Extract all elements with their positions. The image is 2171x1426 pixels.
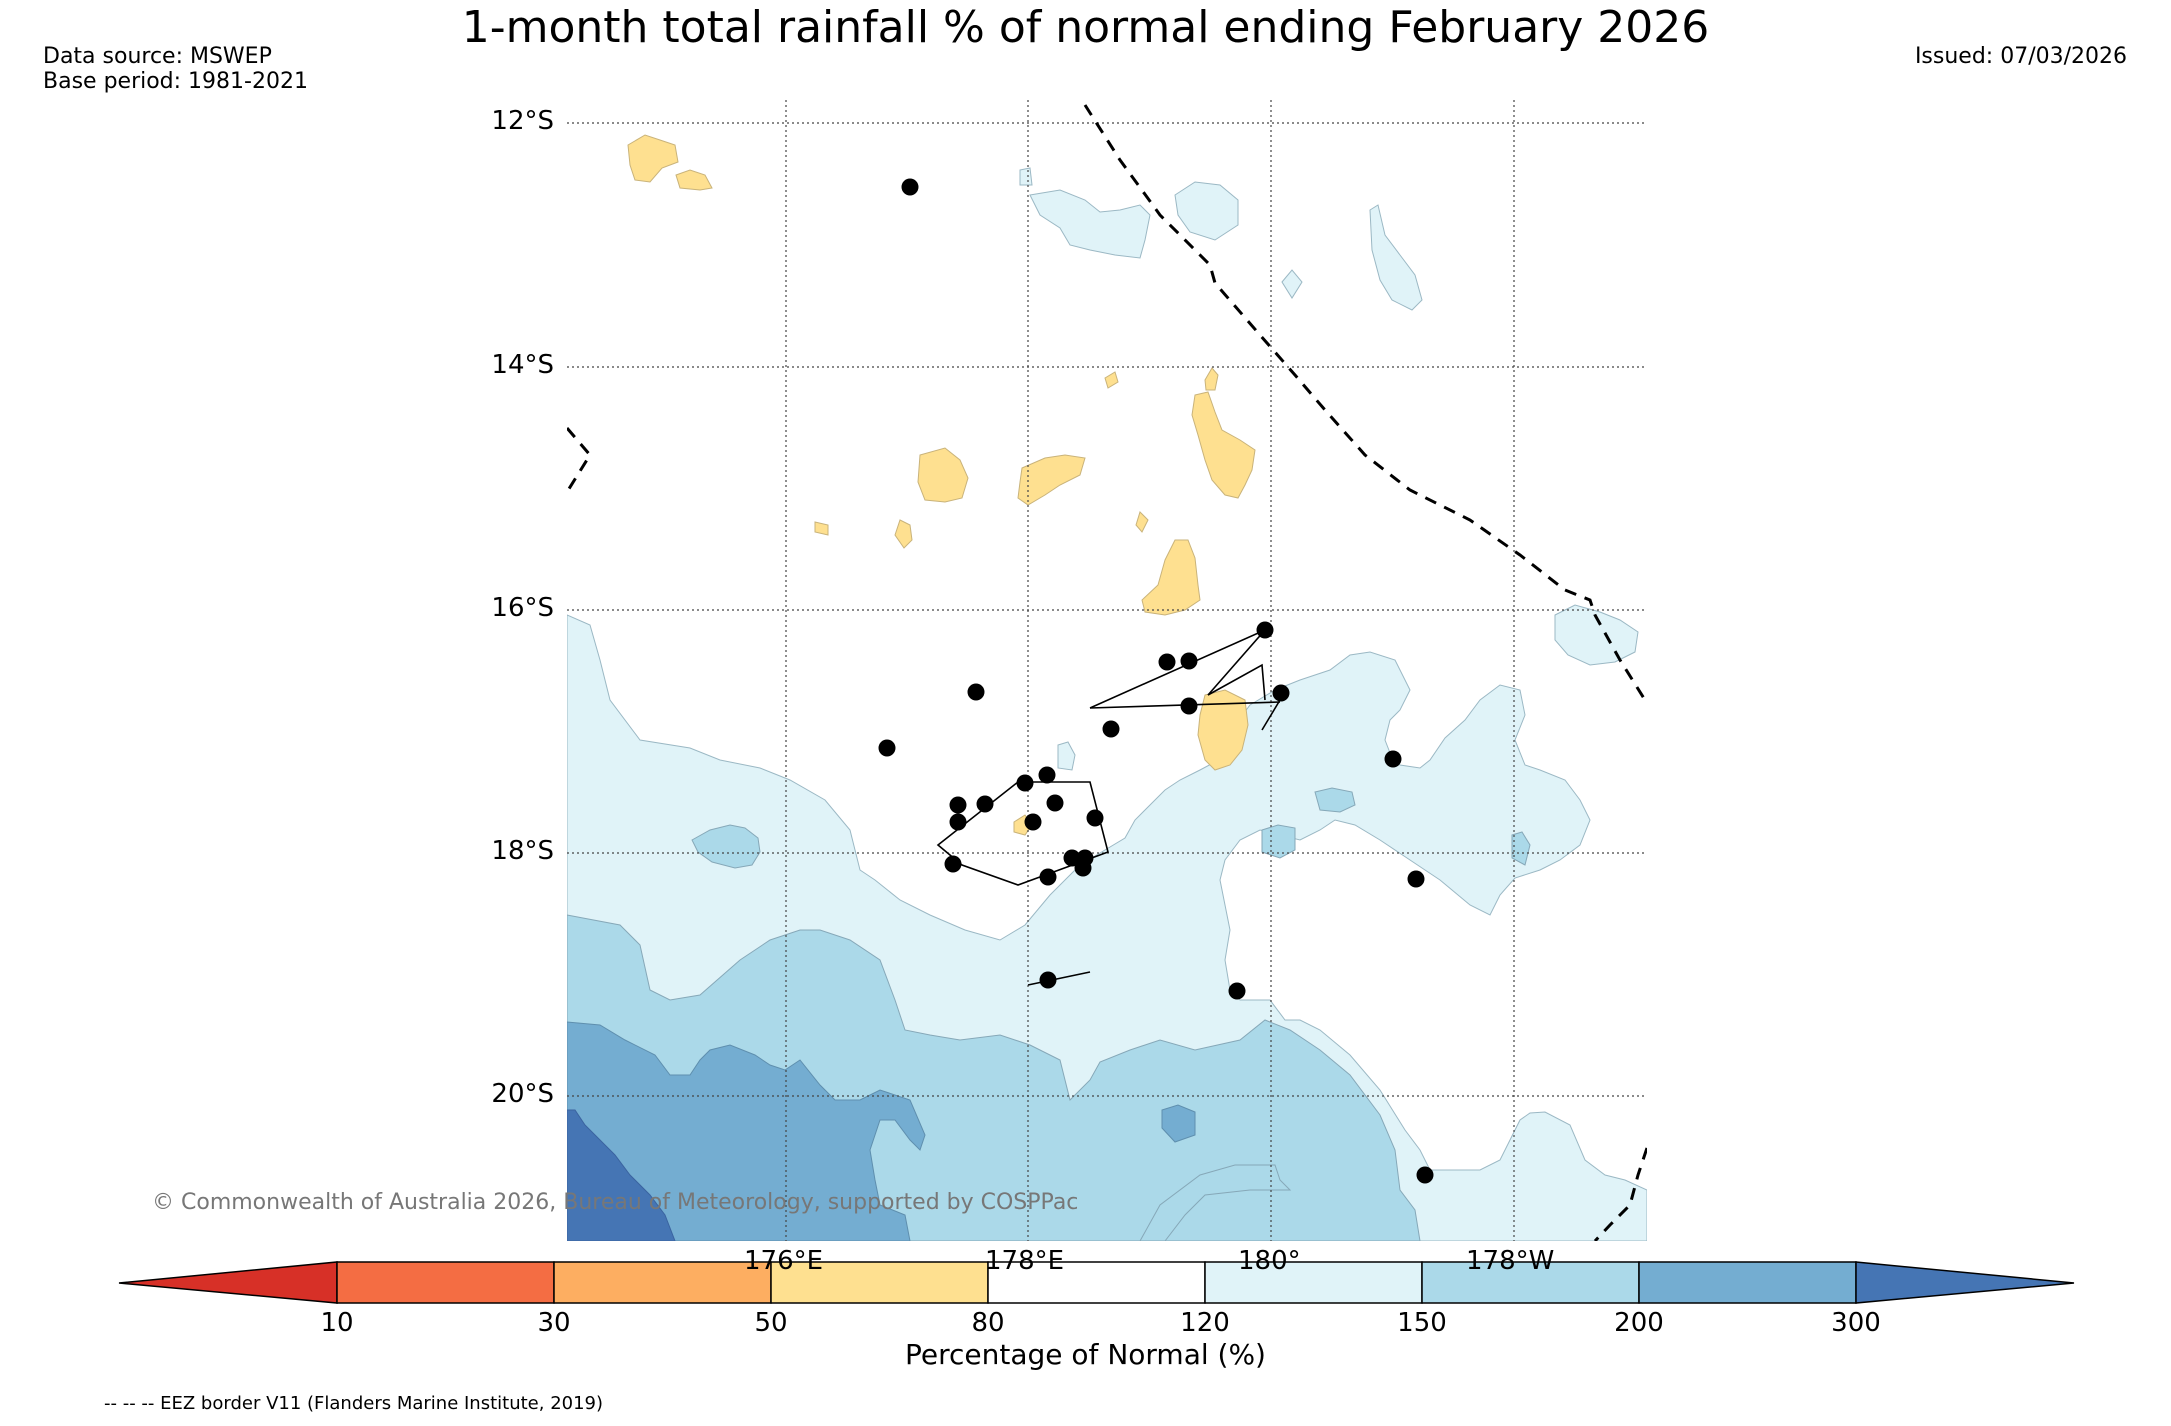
station-dot — [1038, 766, 1056, 784]
eez-footnote: -- -- -- EEZ border V11 (Flanders Marine… — [104, 1393, 604, 1414]
lat-label-18s: 18°S — [491, 836, 554, 866]
station-dot — [1416, 1166, 1434, 1184]
patch-50-80-2 — [675, 169, 713, 191]
colorbar-tick-200: 200 — [1614, 1308, 1664, 1338]
colorbar-title: Percentage of Normal (%) — [905, 1338, 1266, 1371]
station-dot — [901, 178, 919, 196]
lat-label-12s: 12°S — [491, 106, 554, 136]
station-dot — [1407, 870, 1425, 888]
station-dot — [1016, 774, 1034, 792]
colorbar-tick-120: 120 — [1180, 1308, 1230, 1338]
patch-120-150-north-1 — [1029, 189, 1151, 259]
outline-lines — [936, 629, 1281, 986]
colorbar-bin-200-300 — [1638, 1261, 1857, 1304]
patch-150-200-east-1 — [1314, 787, 1356, 813]
station-dot — [944, 855, 962, 873]
station-dot — [949, 796, 967, 814]
colorbar-tick-80: 80 — [971, 1308, 1005, 1338]
station-dot — [878, 739, 896, 757]
station-dot — [967, 683, 985, 701]
data-source-label: Data source: MSWEP — [43, 44, 272, 69]
patch-150-200-west — [691, 824, 761, 869]
station-dot — [1256, 621, 1274, 639]
patch-120-150-north-4 — [1281, 269, 1303, 299]
station-dot — [976, 795, 994, 813]
colorbar-bin-10-30 — [336, 1261, 555, 1304]
contour-gt300-south — [567, 1109, 676, 1241]
map-area — [567, 100, 1647, 1241]
station-dot — [1039, 868, 1057, 886]
colorbar-extend-high — [1855, 1261, 2075, 1304]
lat-label-20s: 20°S — [491, 1079, 554, 1109]
station-dot — [1180, 697, 1198, 715]
station-dot — [1039, 971, 1057, 989]
base-period-label: Base period: 1981-2021 — [43, 69, 308, 94]
patch-50-80-7 — [1141, 539, 1201, 616]
patch-50-80-8 — [1197, 689, 1249, 771]
station-dot — [1272, 684, 1290, 702]
lon-label-176e: 176°E — [744, 1246, 824, 1276]
patch-150-200-east-3 — [1511, 831, 1531, 866]
station-dot — [1046, 794, 1064, 812]
colorbar-tick-10: 10 — [320, 1308, 354, 1338]
colorbar-extend-low — [118, 1261, 338, 1304]
station-dot — [1086, 809, 1104, 827]
graticule — [567, 100, 1647, 1241]
contour-200-300-south — [567, 1021, 926, 1241]
patch-50-80-1 — [627, 134, 679, 183]
eez-border — [567, 104, 1647, 1241]
patch-50-80-11 — [1135, 511, 1149, 533]
lon-label-178w: 178°W — [1466, 1246, 1555, 1276]
patch-120-150-north-2 — [1174, 181, 1239, 241]
issued-date: Issued: 07/03/2026 — [1914, 44, 2127, 69]
station-dot — [949, 813, 967, 831]
station-dot — [1158, 653, 1176, 671]
station-dot — [1384, 750, 1402, 768]
colorbar-tick-150: 150 — [1397, 1308, 1447, 1338]
station-dot — [1102, 720, 1120, 738]
colorbar-bin-80-120 — [987, 1261, 1206, 1304]
patch-50-80-4 — [1017, 454, 1086, 506]
colorbar-bin-50-80 — [770, 1261, 989, 1304]
station-dot — [1228, 982, 1246, 1000]
patch-50-80-9 — [894, 519, 913, 549]
station-dot — [1074, 859, 1092, 877]
patch-50-80-6 — [1204, 367, 1219, 391]
colorbar — [118, 1261, 2075, 1304]
station-dot — [1063, 849, 1081, 867]
colorbar-tick-30: 30 — [537, 1308, 571, 1338]
patch-120-150-mid — [1057, 741, 1076, 771]
patch-50-80-13 — [1104, 371, 1119, 389]
lon-label-180: 180° — [1238, 1246, 1301, 1276]
patch-120-150-north-5 — [1019, 167, 1033, 186]
patch-200-300-small — [1161, 1104, 1196, 1143]
lat-label-16s: 16°S — [491, 593, 554, 623]
patch-50-80-5 — [1191, 391, 1256, 499]
map-title: 1-month total rainfall % of normal endin… — [461, 2, 1710, 53]
copyright-notice: © Commonwealth of Australia 2026, Bureau… — [152, 1190, 1079, 1215]
lat-label-14s: 14°S — [491, 350, 554, 380]
colorbar-tick-300: 300 — [1831, 1308, 1881, 1338]
station-dot — [1024, 813, 1042, 831]
colorbar-tick-50: 50 — [754, 1308, 788, 1338]
patch-50-80-3 — [917, 447, 969, 503]
lon-label-178e: 178°E — [985, 1246, 1065, 1276]
patch-120-150-northeast — [1554, 604, 1639, 666]
station-markers — [878, 178, 1434, 1184]
meta-left: Data source: MSWEP Base period: 1981-202… — [43, 44, 308, 94]
colorbar-bin-30-50 — [553, 1261, 772, 1304]
patch-120-150-north-3 — [1369, 204, 1423, 311]
colorbar-bin-120-150 — [1204, 1261, 1423, 1304]
patch-150-200-east-2 — [1261, 824, 1296, 859]
patch-50-80-10 — [814, 521, 829, 536]
station-dot — [1180, 652, 1198, 670]
